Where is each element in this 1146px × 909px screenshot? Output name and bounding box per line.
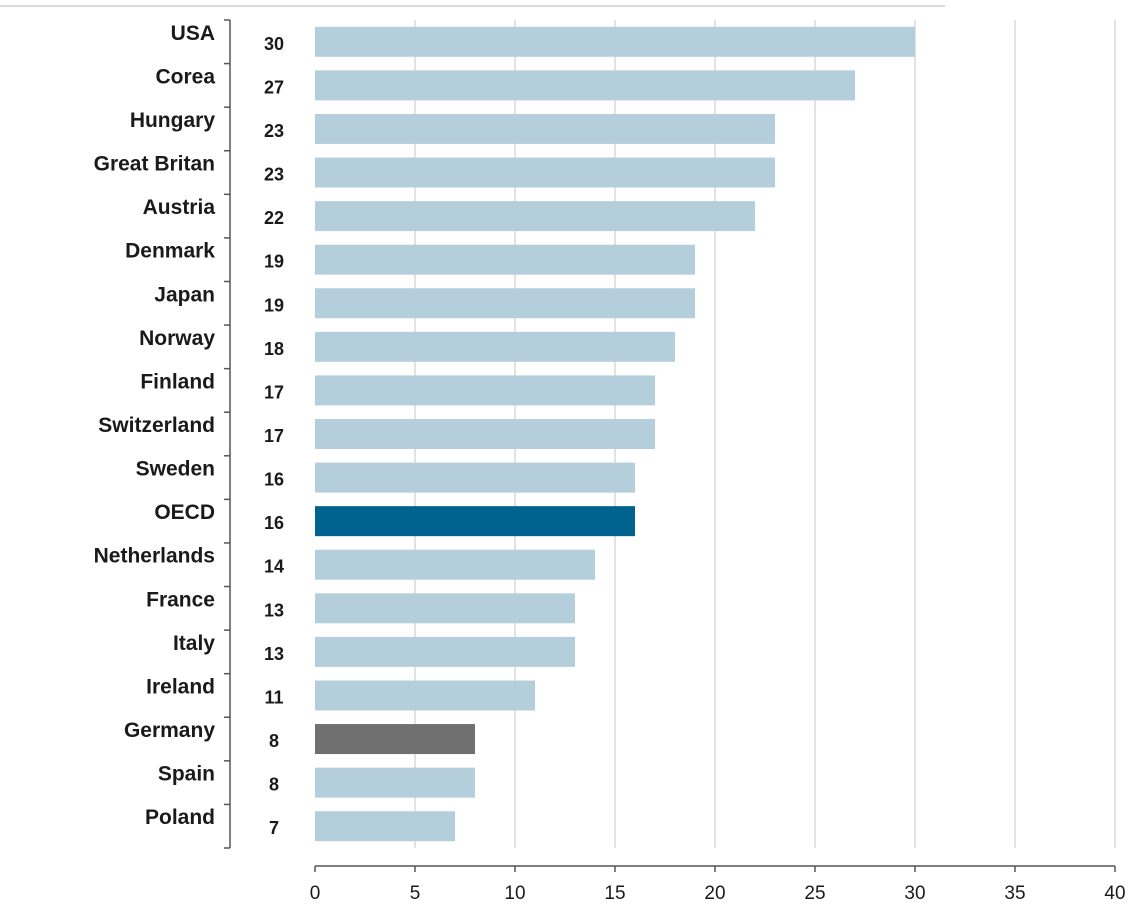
value-label-italy: 13: [264, 644, 284, 664]
bar-spain: [315, 767, 475, 798]
value-label-great-britan: 23: [264, 165, 284, 185]
value-label-germany: 8: [269, 731, 279, 751]
x-tick-label-0: 0: [310, 883, 321, 904]
category-label-sweden: Sweden: [136, 458, 215, 481]
bar-sweden: [315, 462, 635, 493]
x-tick-label-30: 30: [904, 883, 925, 904]
category-label-denmark: Denmark: [125, 240, 215, 263]
value-label-japan: 19: [264, 295, 284, 315]
value-label-netherlands: 14: [264, 557, 284, 577]
x-tick-label-10: 10: [504, 883, 525, 904]
x-tick-label-40: 40: [1104, 883, 1125, 904]
x-tick-label-35: 35: [1004, 883, 1025, 904]
value-label-spain: 8: [269, 775, 279, 795]
bar-finland: [315, 375, 655, 406]
value-label-austria: 22: [264, 208, 284, 228]
bar-great-britan: [315, 157, 775, 188]
bar-ireland: [315, 680, 535, 711]
x-tick-label-20: 20: [704, 883, 725, 904]
value-label-ireland: 11: [264, 687, 283, 707]
bar-italy: [315, 636, 575, 667]
value-label-poland: 7: [269, 818, 279, 838]
bar-oecd: [315, 506, 635, 537]
labels: 0 5 10 15 20 25 30 35 40 USA 30 Corea 27 Hungary 23 Gre…: [94, 22, 1126, 904]
category-label-france: France: [146, 588, 215, 611]
x-tick-label-25: 25: [804, 883, 825, 904]
value-label-denmark: 19: [264, 252, 284, 272]
category-label-spain: Spain: [158, 763, 215, 786]
axes: [224, 19, 1116, 872]
value-label-france: 13: [264, 600, 284, 620]
bar-hungary: [315, 113, 775, 144]
category-label-japan: Japan: [154, 283, 215, 306]
category-label-germany: Germany: [124, 719, 215, 742]
category-label-oecd: OECD: [154, 501, 215, 524]
bar-norway: [315, 331, 675, 362]
category-label-austria: Austria: [143, 196, 216, 219]
bar-poland: [315, 811, 455, 842]
value-label-switzerland: 17: [264, 426, 284, 446]
value-label-hungary: 23: [264, 121, 284, 141]
bar-austria: [315, 201, 755, 232]
bar-france: [315, 593, 575, 624]
bars: [315, 26, 915, 842]
bar-usa: [315, 26, 915, 57]
category-label-switzerland: Switzerland: [98, 414, 215, 437]
bar-switzerland: [315, 419, 655, 449]
value-label-oecd: 16: [264, 513, 284, 533]
category-label-poland: Poland: [145, 806, 215, 829]
bar-germany: [315, 724, 475, 755]
category-label-norway: Norway: [139, 327, 215, 350]
value-label-usa: 30: [264, 34, 284, 54]
category-label-great-britan: Great Britan: [94, 153, 215, 176]
category-label-netherlands: Netherlands: [94, 545, 215, 568]
value-label-sweden: 16: [264, 470, 284, 490]
category-label-hungary: Hungary: [130, 109, 216, 132]
x-tick-label-5: 5: [410, 883, 421, 904]
category-label-finland: Finland: [140, 370, 215, 393]
value-label-norway: 18: [264, 339, 284, 359]
bar-denmark: [315, 244, 695, 275]
category-label-usa: USA: [171, 22, 215, 45]
bar-corea: [315, 70, 855, 101]
value-label-finland: 17: [264, 382, 284, 402]
category-label-italy: Italy: [173, 632, 215, 655]
category-label-corea: Corea: [155, 65, 215, 88]
x-tick-label-15: 15: [604, 883, 625, 904]
bar-netherlands: [315, 549, 595, 580]
value-label-corea: 27: [264, 77, 284, 97]
bar-japan: [315, 288, 695, 319]
category-label-ireland: Ireland: [146, 675, 215, 698]
